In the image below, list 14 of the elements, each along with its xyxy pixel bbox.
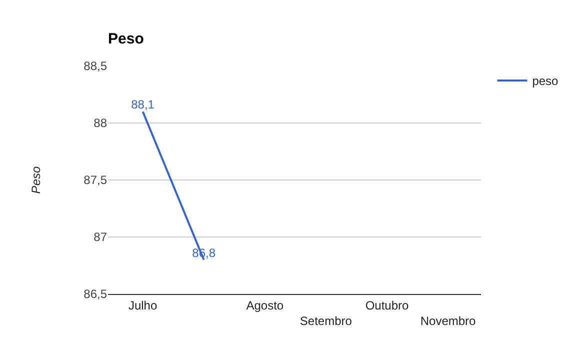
- y-tick-label: 88: [94, 116, 108, 130]
- y-axis-title: Peso: [28, 166, 43, 194]
- y-tick-label: 87,5: [84, 173, 108, 188]
- y-tick-label: 86,5: [84, 287, 108, 302]
- x-tick-label: Outubro: [365, 298, 409, 312]
- x-tick-label: Agosto: [246, 298, 284, 312]
- legend-label: peso: [532, 74, 559, 88]
- x-tick-label: Setembro: [300, 314, 352, 328]
- y-tick-label: 88,5: [84, 59, 108, 74]
- x-tick-label: Julho: [128, 298, 158, 312]
- data-label: 88,1: [131, 98, 155, 112]
- chart-title: Peso: [108, 30, 144, 48]
- x-tick-label: Novembro: [420, 314, 476, 328]
- y-tick-label: 87: [94, 230, 108, 244]
